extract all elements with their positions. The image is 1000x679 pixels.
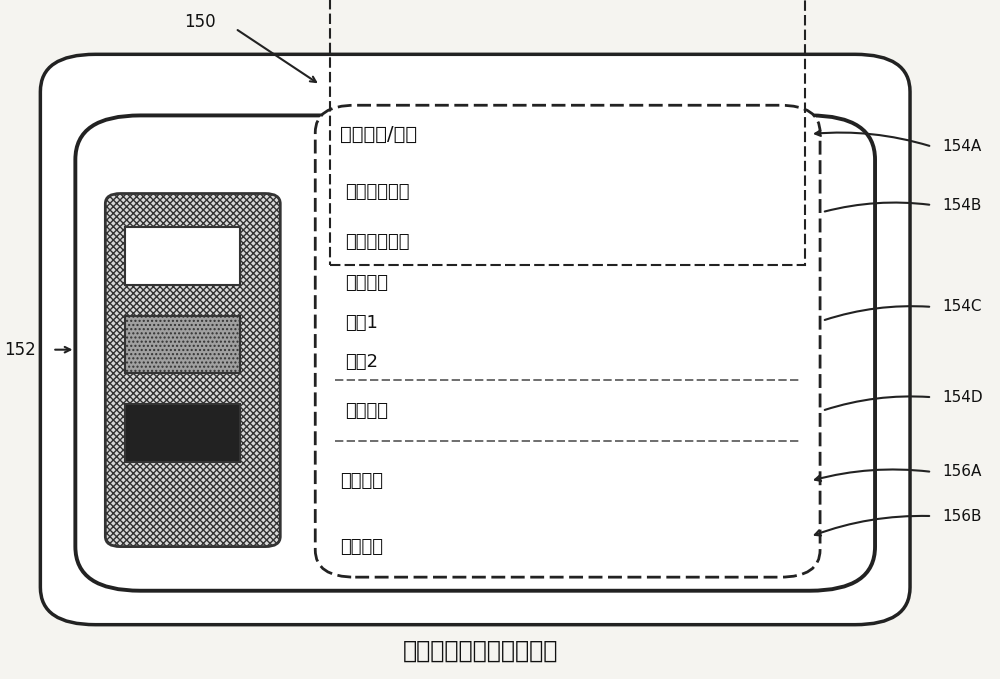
Text: 152: 152	[4, 341, 36, 359]
Text: 用于场景创建的移动设备: 用于场景创建的移动设备	[403, 638, 558, 663]
Text: 降低水平: 降低水平	[340, 538, 383, 556]
Text: 150: 150	[184, 14, 216, 31]
FancyBboxPatch shape	[125, 316, 240, 373]
Text: 关闭灯光: 关闭灯光	[345, 402, 388, 420]
Text: 156B: 156B	[942, 509, 982, 524]
Text: 动作列表/场景: 动作列表/场景	[340, 125, 417, 143]
FancyBboxPatch shape	[125, 227, 240, 285]
Text: 增加水平: 增加水平	[340, 472, 383, 490]
Text: 156A: 156A	[942, 464, 981, 479]
FancyBboxPatch shape	[75, 115, 875, 591]
Text: 154D: 154D	[942, 390, 983, 405]
Text: 场景1: 场景1	[345, 314, 378, 332]
Text: 场景2: 场景2	[345, 353, 378, 371]
Text: 调暗设置: 调暗设置	[345, 274, 388, 292]
FancyBboxPatch shape	[105, 194, 280, 547]
Text: 开启任务照明: 开启任务照明	[345, 183, 410, 202]
Text: 154B: 154B	[942, 198, 981, 213]
FancyBboxPatch shape	[40, 54, 910, 625]
FancyBboxPatch shape	[315, 105, 820, 577]
Text: 154A: 154A	[942, 139, 981, 154]
Text: 154C: 154C	[942, 299, 982, 314]
FancyBboxPatch shape	[125, 404, 240, 462]
Text: 关闭任务照明: 关闭任务照明	[345, 233, 410, 251]
